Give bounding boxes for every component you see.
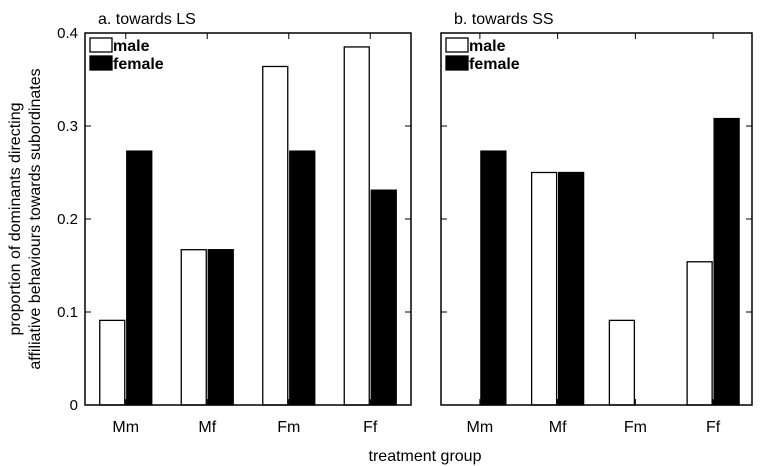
bar-female-Ff [713, 117, 740, 406]
bar-male-Mf [530, 171, 558, 406]
y-tick-label: 0 [70, 397, 78, 414]
panel-a: Mm Mf Fm Ff 0 0.1 0.2 0.3 0.4 a. towards LS malefe… [57, 11, 412, 436]
bar-male-Mf [180, 249, 207, 406]
legend-label-female: female [113, 56, 164, 73]
legend-label-male: male [113, 38, 150, 55]
y-tick-label: 0.1 [57, 304, 78, 321]
legend-swatch-female [89, 55, 113, 71]
bar-male-Fm [262, 65, 289, 406]
bar-female-Mm [480, 150, 507, 406]
bar-male-Mm [99, 319, 126, 406]
bar-female-Mf [557, 171, 585, 406]
legend-swatch-male [89, 37, 113, 53]
x-tick-label: Fm [624, 419, 647, 436]
x-tick-label: Mm [112, 419, 139, 436]
bar-female-Mm [126, 150, 153, 406]
legend-label-female: female [469, 56, 520, 73]
panel-title: b. towards SS [454, 11, 554, 28]
y-tick-label: 0.2 [57, 211, 78, 228]
plot-frame [84, 32, 412, 406]
bar-female-Fm [289, 150, 316, 406]
y-axis-title-line2: affiliative behaviours towards subordina… [27, 68, 44, 369]
x-tick-label: Mm [467, 419, 494, 436]
x-tick-label: Ff [706, 419, 721, 436]
bar-male-Fm [608, 319, 636, 406]
bar-male-Ff [686, 261, 713, 406]
legend-swatch-female [445, 55, 469, 71]
bar-male-Ff [343, 46, 370, 406]
y-axis-title-line1: proportion of dominants directing [7, 102, 24, 335]
x-axis-title: treatment group [369, 448, 482, 465]
x-tick-label: Fm [277, 419, 300, 436]
bar-female-Ff [370, 189, 397, 406]
x-tick-label: Ff [363, 419, 378, 436]
legend-label-male: male [469, 38, 506, 55]
bar-female-Mf [207, 249, 234, 406]
y-tick-label: 0.3 [57, 118, 78, 135]
y-axis-title: proportion of dominants directing affili… [7, 68, 44, 369]
panel-title: a. towards LS [98, 11, 196, 28]
x-tick-label: Mf [198, 419, 216, 436]
y-tick-label: 0.4 [57, 25, 78, 42]
plot-frame [440, 32, 753, 406]
legend-swatch-male [445, 37, 469, 53]
x-tick-label: Mf [549, 419, 567, 436]
